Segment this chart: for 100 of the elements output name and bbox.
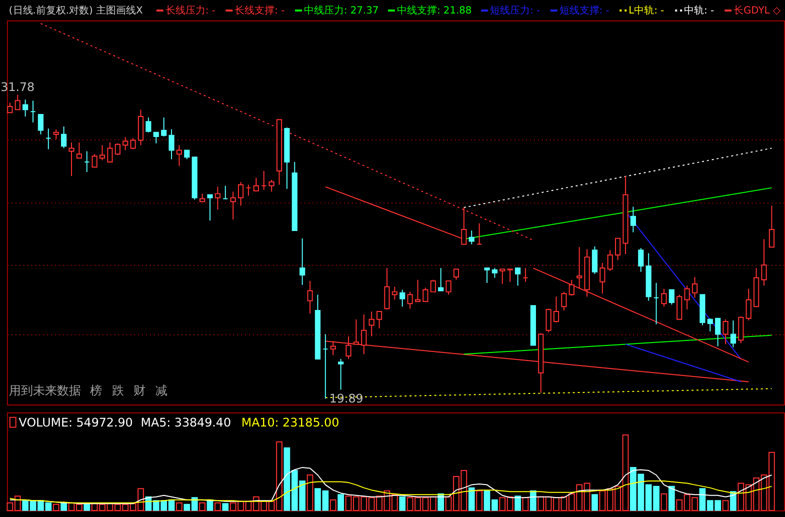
legend-label: VOLUME: 54972.90 xyxy=(18,415,133,430)
legend-label: 短线支撑: - xyxy=(559,4,610,16)
candlestick xyxy=(376,311,382,329)
candlestick xyxy=(507,268,513,282)
candlestick xyxy=(168,128,174,160)
candlestick xyxy=(768,205,774,248)
bar xyxy=(330,499,336,511)
bar xyxy=(60,502,67,511)
candlestick xyxy=(722,318,728,345)
legend-label: 长线压力: - xyxy=(165,4,216,16)
annotation: 跌 xyxy=(112,384,124,398)
bar xyxy=(222,503,229,511)
candlestick xyxy=(30,100,36,123)
candlestick xyxy=(338,358,344,390)
candlestick xyxy=(615,238,621,261)
candlestick xyxy=(230,191,236,220)
candlestick xyxy=(253,177,259,192)
candlestick xyxy=(268,179,274,192)
candlestick xyxy=(400,289,406,308)
candlestick xyxy=(653,282,660,325)
candlestick xyxy=(92,154,98,168)
candlestick xyxy=(676,294,682,320)
annotation: 财 xyxy=(134,384,146,398)
bar xyxy=(522,497,529,511)
candlestick xyxy=(414,279,421,302)
candlestick xyxy=(592,246,598,274)
candlestick xyxy=(7,102,13,114)
candlestick xyxy=(568,279,574,296)
candlestick xyxy=(322,334,328,400)
candlestick xyxy=(176,144,182,167)
candlestick xyxy=(138,109,144,146)
candlestick xyxy=(522,268,528,282)
candlestick xyxy=(392,286,398,300)
candlestick xyxy=(707,318,713,332)
bar xyxy=(592,494,598,511)
candlestick xyxy=(492,268,498,278)
bar xyxy=(660,493,668,511)
bar xyxy=(52,504,60,511)
candlestick xyxy=(553,296,560,323)
candlestick xyxy=(684,285,690,310)
candlestick xyxy=(261,170,267,190)
candlestick xyxy=(99,144,106,161)
candlestick xyxy=(38,114,44,135)
bar xyxy=(199,502,206,511)
candlestick xyxy=(130,138,136,150)
candlestick xyxy=(146,117,152,133)
candlestick xyxy=(368,311,374,337)
legend-label: L中轨: - xyxy=(628,4,665,16)
candlestick xyxy=(407,291,413,310)
legend-label: 中线支撑: 21.88 xyxy=(396,4,472,16)
bar xyxy=(338,494,344,511)
candlestick xyxy=(207,194,213,222)
candlestick xyxy=(453,268,460,280)
candlestick xyxy=(468,230,474,245)
candlestick xyxy=(738,316,744,344)
candlestick xyxy=(668,289,674,306)
bar xyxy=(722,500,729,511)
candlestick xyxy=(68,142,74,177)
text: MA10: 23185.00 xyxy=(241,415,340,430)
candlestick xyxy=(607,250,613,272)
bar xyxy=(214,502,221,511)
candlestick xyxy=(630,206,636,233)
candlestick xyxy=(761,238,767,286)
candlestick xyxy=(692,276,698,298)
bar xyxy=(468,487,475,511)
candlestick xyxy=(14,94,20,110)
bar xyxy=(176,502,182,511)
candlestick xyxy=(600,262,606,294)
candlestick xyxy=(60,126,67,149)
candlestick xyxy=(214,186,220,210)
candlestick xyxy=(661,288,667,308)
candlestick xyxy=(438,268,444,292)
candlestick xyxy=(76,142,82,159)
candlestick xyxy=(161,117,167,137)
annotation: 用到未来数据 xyxy=(8,384,81,398)
candlestick xyxy=(300,238,306,286)
annotation: 减 xyxy=(155,384,168,398)
candlestick xyxy=(484,268,490,284)
legend-label: 长GDYL ◇ xyxy=(734,4,781,16)
candlestick xyxy=(84,150,90,172)
candlestick xyxy=(107,142,113,162)
candlestick xyxy=(476,222,482,245)
candlestick xyxy=(514,268,521,286)
candlestick xyxy=(638,248,644,272)
chart-title: (日线.前复权.对数) 主图画线X xyxy=(8,4,144,16)
candlestick xyxy=(500,268,506,284)
candlestick xyxy=(446,280,452,296)
candlestick xyxy=(384,268,390,310)
bar xyxy=(530,490,536,511)
legend-label: 长线支撑: - xyxy=(234,4,286,16)
candlestick xyxy=(546,308,552,333)
candlestick xyxy=(222,185,228,200)
bar xyxy=(668,486,675,511)
text: MA5: 33849.40 xyxy=(140,415,232,430)
bar xyxy=(84,504,90,511)
candlestick xyxy=(46,128,52,150)
candlestick xyxy=(246,184,252,196)
candlestick xyxy=(114,142,120,156)
bar xyxy=(399,496,406,511)
candlestick xyxy=(730,320,736,348)
